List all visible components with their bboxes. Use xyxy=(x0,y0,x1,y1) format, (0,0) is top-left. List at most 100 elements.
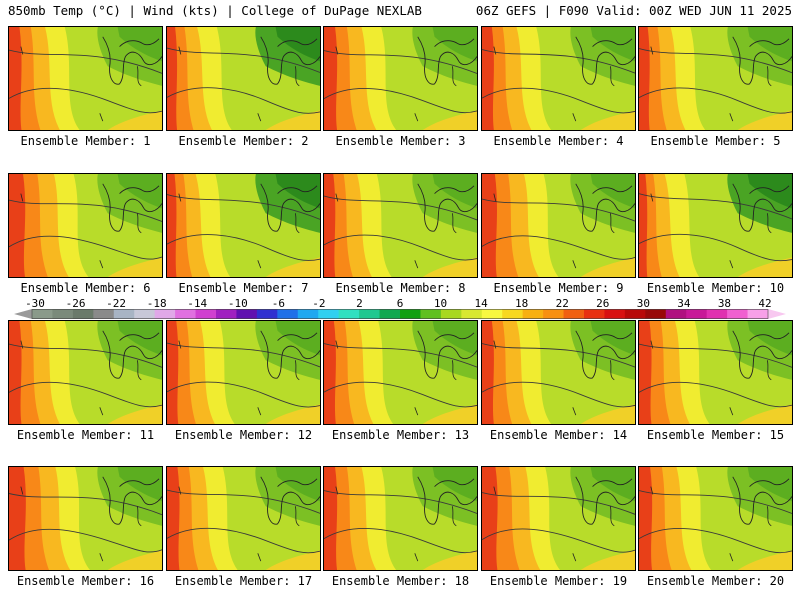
member-label: Ensemble Member: 9 xyxy=(493,281,624,295)
wind-barb xyxy=(99,553,104,562)
colorbar-tick-label: 6 xyxy=(396,297,404,310)
map-title: 850mb Temp (°C) | Wind (kts) | College o… xyxy=(8,3,422,18)
colorbar-swatch xyxy=(522,309,544,319)
geopotential-contour xyxy=(9,381,162,408)
great-lakes-outline xyxy=(575,330,635,379)
wind-barb xyxy=(257,407,262,416)
temperature-field-map xyxy=(167,467,320,570)
wind-barb xyxy=(335,46,339,55)
valid-time: 06Z GEFS | F090 Valid: 00Z WED JUN 11 20… xyxy=(475,3,792,18)
member-label: Ensemble Member: 17 xyxy=(174,574,313,588)
colorbar-swatch xyxy=(72,309,94,319)
colorbar-swatch xyxy=(93,309,115,319)
colorbar-swatch xyxy=(420,309,442,319)
colorbar-swatch xyxy=(154,309,176,319)
geopotential-contour xyxy=(324,234,477,261)
great-lakes-outline xyxy=(260,330,320,379)
colorbar-swatch xyxy=(747,309,769,319)
colorbar-swatch xyxy=(277,309,299,319)
great-lakes-outline xyxy=(102,36,162,85)
member-map-panel xyxy=(323,173,478,278)
temperature-field-map xyxy=(324,27,477,130)
great-lakes-outline xyxy=(592,478,633,487)
colorbar-tick-label: 22 xyxy=(555,297,569,310)
member-map-panel xyxy=(8,173,163,278)
wind-barb xyxy=(99,113,104,122)
colorbar-tick-label: 14 xyxy=(474,297,488,310)
great-lakes-outline xyxy=(766,506,772,527)
great-lakes-outline xyxy=(119,38,160,47)
member-label: Ensemble Member: 1 xyxy=(20,134,151,148)
wind-barb xyxy=(729,113,734,122)
colorbar-tick-label: -2 xyxy=(312,297,326,310)
colorbar-swatch xyxy=(665,309,687,319)
geopotential-contour xyxy=(482,528,635,553)
temperature-field-map xyxy=(9,174,162,277)
member-map-panel xyxy=(638,173,793,278)
temperature-field-map xyxy=(9,321,162,424)
wind-barb xyxy=(729,260,734,269)
geopotential-contour xyxy=(324,343,477,368)
temperature-field-map xyxy=(639,27,792,130)
member-map-panel xyxy=(8,320,163,425)
geopotential-contour xyxy=(167,342,320,368)
geopotential-contour xyxy=(639,87,792,114)
colorbar-swatch xyxy=(338,309,360,319)
wind-barb xyxy=(493,46,497,55)
member-map-panel xyxy=(638,26,793,131)
colorbar-tick-label: 10 xyxy=(433,297,448,310)
wind-barb xyxy=(572,113,577,122)
member-map-panel xyxy=(323,320,478,425)
colorbar-swatch xyxy=(32,309,53,319)
colorbar-swatch xyxy=(359,309,381,319)
colorbar-tick-label: -22 xyxy=(106,297,127,310)
colorbar-swatch xyxy=(481,309,503,319)
geopotential-contour xyxy=(167,87,320,114)
colorbar-tick-label: 30 xyxy=(636,297,650,310)
geopotential-contour xyxy=(639,528,792,554)
member-map-panel xyxy=(481,466,636,571)
colorbar-tick-label: 42 xyxy=(758,297,772,310)
colorbar-swatch xyxy=(645,309,667,319)
wind-barb xyxy=(335,486,339,495)
member-map-panel xyxy=(166,26,321,131)
colorbar-swatch xyxy=(379,309,401,319)
great-lakes-outline xyxy=(417,330,477,379)
member-label: Ensemble Member: 7 xyxy=(178,281,309,295)
colorbar-swatch xyxy=(686,309,708,319)
member-label: Ensemble Member: 15 xyxy=(646,428,785,442)
wind-barb xyxy=(729,553,734,562)
temperature-colorbar xyxy=(14,309,786,319)
wind-barb xyxy=(178,193,182,202)
member-label: Ensemble Member: 2 xyxy=(178,134,309,148)
great-lakes-outline xyxy=(136,506,142,527)
member-map-panel xyxy=(8,466,163,571)
member-map-panel xyxy=(8,26,163,131)
wind-barb xyxy=(20,46,24,55)
member-label: Ensemble Member: 19 xyxy=(489,574,628,588)
great-lakes-outline xyxy=(575,36,635,85)
member-label: Ensemble Member: 8 xyxy=(335,281,466,295)
great-lakes-outline xyxy=(294,66,300,87)
colorbar-swatch xyxy=(52,309,74,319)
member-label: Ensemble Member: 11 xyxy=(16,428,155,442)
great-lakes-outline xyxy=(592,38,633,47)
colorbar-swatch xyxy=(624,309,646,319)
colorbar-swatch xyxy=(543,309,565,319)
wind-barb xyxy=(572,407,577,416)
geopotential-contour xyxy=(167,527,320,554)
temperature-field-map xyxy=(639,321,792,424)
great-lakes-outline xyxy=(294,360,300,381)
temperature-field-map xyxy=(324,321,477,424)
great-lakes-outline xyxy=(136,66,142,87)
geopotential-contour xyxy=(639,233,792,262)
geopotential-contour xyxy=(639,381,792,408)
temperature-field-map xyxy=(482,321,635,424)
colorbar-tick-label: 34 xyxy=(677,297,691,310)
member-map-panel xyxy=(481,320,636,425)
colorbar-swatch xyxy=(256,309,278,319)
colorbar-swatch xyxy=(706,309,728,319)
geopotential-contour xyxy=(324,88,477,114)
temperature-field-map xyxy=(167,27,320,130)
great-lakes-outline xyxy=(609,506,615,527)
